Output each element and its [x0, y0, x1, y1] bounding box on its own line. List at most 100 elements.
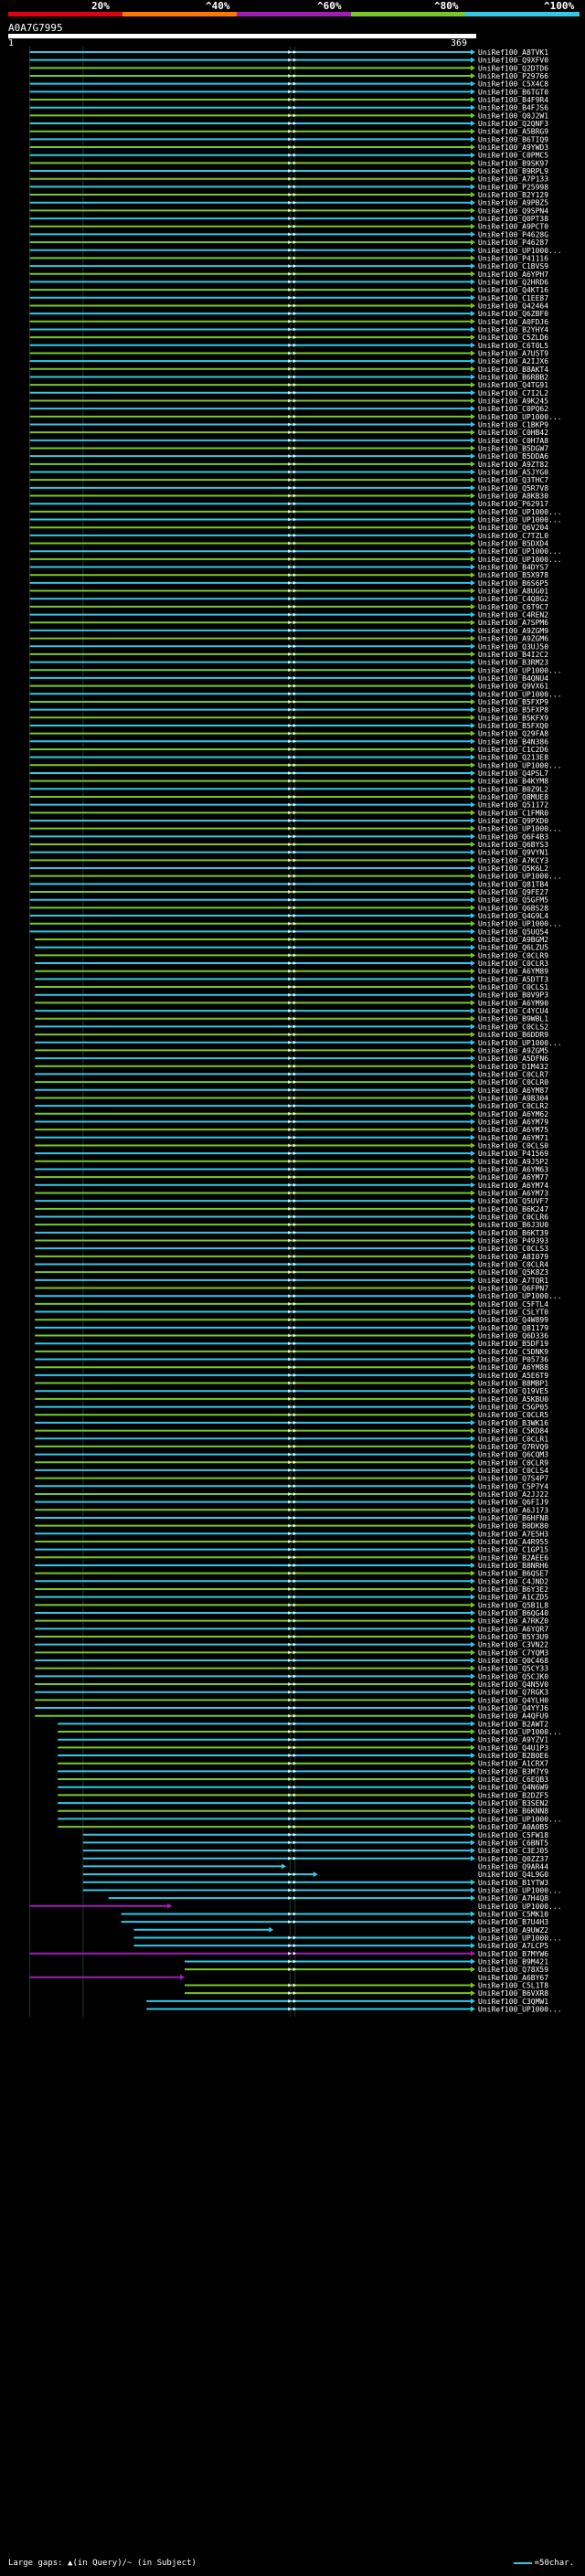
row-label: UniRef100_Q9SPN4: [478, 207, 548, 215]
alignment-arrowhead: [471, 1958, 475, 1965]
alignment-arrowhead: [471, 1562, 475, 1568]
scale-label-80: ^80%: [434, 0, 459, 12]
alignment-arrowhead: [471, 674, 475, 681]
gap-marker: [288, 929, 292, 934]
gap-marker: [288, 850, 292, 854]
gap-marker: [288, 169, 292, 174]
row-label: UniRef100_C1C2D6: [478, 746, 548, 754]
alignment-row: UniRef100_B2B0E6: [58, 1752, 548, 1760]
gap-marker: [288, 794, 292, 799]
gap-marker: [292, 992, 296, 997]
alignment-row: UniRef100_Q4G9L4: [29, 912, 548, 920]
alignment-arrowhead: [471, 1182, 475, 1188]
row-label: UniRef100_UP1000...: [478, 516, 562, 525]
gap-marker: [292, 122, 296, 126]
alignment-arrowhead: [471, 207, 475, 214]
footer-scale-text: =50char.: [534, 2559, 574, 2568]
alignment-arrowhead: [471, 1285, 475, 1291]
row-label: UniRef100_C0CLS1: [478, 983, 548, 991]
gap-marker: [292, 834, 296, 839]
gap-marker: [288, 113, 292, 118]
gap-marker: [288, 1033, 292, 1037]
alignment-row: UniRef100_A2IJX6: [29, 357, 548, 366]
scale-label-40: ^40%: [206, 0, 230, 12]
gap-marker: [292, 217, 296, 221]
alignment-arrowhead: [471, 1879, 475, 1885]
alignment-arrowhead: [471, 1531, 475, 1537]
alignment-row: UniRef100_B4FJS6: [29, 104, 548, 112]
gap-marker: [292, 549, 296, 554]
gap-marker: [288, 1104, 292, 1108]
alignment-row: UniRef100_Q5B1L8: [35, 1601, 548, 1609]
alignment-row: UniRef100_B9M421: [185, 1957, 548, 1966]
gap-marker: [292, 763, 296, 768]
gap-marker: [288, 1325, 292, 1330]
row-label: UniRef100_C0CLR9: [478, 951, 548, 959]
gap-marker: [288, 747, 292, 751]
gap-marker: [292, 723, 296, 727]
gap-marker: [288, 1849, 292, 1853]
footer-scale: =50char.: [513, 2559, 574, 2568]
row-label: UniRef100_B6KNN8: [478, 1807, 548, 1816]
alignment-arrowhead: [471, 1436, 475, 1442]
alignment-arrowhead: [471, 769, 475, 776]
alignment-row: UniRef100_Q2HRD6: [29, 278, 548, 286]
alignment-row: UniRef100_C5FW18: [82, 1831, 548, 1839]
alignment-row: UniRef100_C0CLS2: [35, 1023, 548, 1031]
gap-marker: [288, 770, 292, 775]
gap-marker: [292, 1318, 296, 1322]
gap-marker: [292, 1825, 296, 1829]
alignment-row: UniRef100_Q4U1P3: [58, 1744, 548, 1752]
row-label: UniRef100_B6QG40: [478, 1609, 548, 1617]
alignment-row: UniRef100_C7I2L2: [29, 389, 548, 398]
row-label: UniRef100_Q9VYN1: [478, 849, 548, 857]
row-label: UniRef100_P25998: [478, 183, 548, 191]
gap-marker: [288, 755, 292, 759]
alignment-arrowhead: [471, 1246, 475, 1252]
alignment-arrowhead: [471, 1364, 475, 1371]
gap-marker: [292, 1872, 296, 1877]
gap-marker: [288, 351, 292, 355]
alignment-row: UniRef100_C3QMW1: [146, 1998, 548, 2006]
gap-marker: [288, 588, 292, 593]
alignment-arrowhead: [471, 1895, 475, 1902]
row-label: UniRef100_A7RKZ0: [478, 1617, 548, 1626]
gap-marker: [288, 604, 292, 609]
row-label: UniRef100_B6KT39: [478, 1229, 548, 1237]
alignment-row: UniRef100_C0PMC5: [29, 152, 548, 160]
alignment-row: UniRef100_Q19VE5: [35, 1387, 548, 1395]
row-label: UniRef100_A6YM62: [478, 1110, 548, 1118]
alignment-arrowhead: [471, 738, 475, 745]
alignment-row: UniRef100_UP1000...: [58, 1728, 562, 1736]
gap-marker: [288, 517, 292, 522]
row-label: UniRef100_B9SK97: [478, 159, 548, 167]
row-label: UniRef100_B5FXP9: [478, 698, 548, 706]
alignment-row: UniRef100_B7U4H3: [121, 1918, 548, 1926]
alignment-arrowhead: [471, 1705, 475, 1712]
gap-marker: [288, 383, 292, 387]
gap-marker: [292, 1349, 296, 1353]
gap-marker: [292, 707, 296, 712]
gap-marker: [288, 826, 292, 831]
row-label: UniRef100_B5KFX9: [478, 714, 548, 722]
row-label: UniRef100_C0CLR3: [478, 959, 548, 968]
gap-marker: [288, 1048, 292, 1053]
alignment-arrowhead: [471, 667, 475, 673]
alignment-row: UniRef100_Q9AR44: [82, 1862, 548, 1871]
alignment-row: UniRef100_UP1000...: [35, 1039, 562, 1047]
alignment-row: UniRef100_Q4KT16: [29, 286, 548, 294]
alignment-arrowhead: [471, 1205, 475, 1212]
alignment-row: UniRef100_A4QFU9: [35, 1712, 548, 1721]
gap-marker: [288, 1199, 292, 1203]
gap-marker: [288, 1698, 292, 1702]
gap-marker: [288, 1151, 292, 1156]
gap-marker: [292, 1579, 296, 1584]
gap-marker: [288, 454, 292, 459]
gap-marker: [292, 105, 296, 110]
alignment-row: UniRef100_B2DZF5: [58, 1791, 548, 1799]
row-label: UniRef100_A6YM87: [478, 1087, 548, 1095]
alignment-arrowhead: [471, 358, 475, 365]
alignment-arrowhead: [471, 192, 475, 198]
gap-marker: [288, 1318, 292, 1322]
gap-marker: [288, 921, 292, 926]
